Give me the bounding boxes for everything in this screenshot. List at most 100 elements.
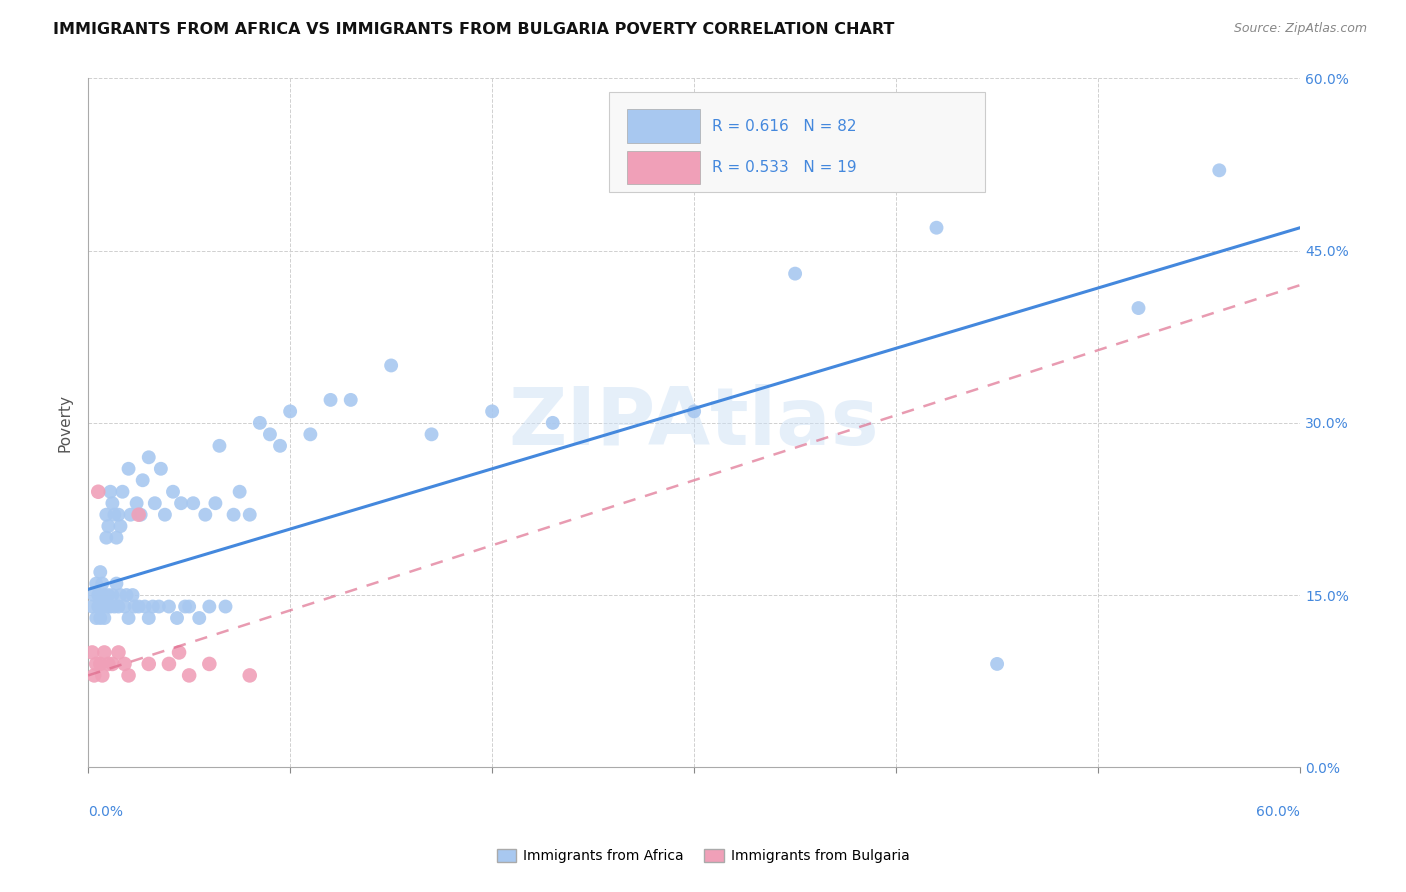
- Point: [249, 416, 271, 430]
- Point: [420, 427, 443, 442]
- Point: [91, 599, 114, 614]
- Point: [101, 496, 124, 510]
- Text: R = 0.533   N = 19: R = 0.533 N = 19: [713, 160, 856, 175]
- Point: [128, 508, 150, 522]
- Point: [925, 220, 948, 235]
- Point: [131, 473, 153, 487]
- Point: [986, 657, 1008, 671]
- Point: [103, 508, 125, 522]
- Point: [117, 668, 139, 682]
- Point: [239, 668, 262, 682]
- Point: [93, 645, 115, 659]
- Point: [97, 588, 120, 602]
- Text: R = 0.616   N = 82: R = 0.616 N = 82: [713, 119, 856, 134]
- Point: [87, 599, 110, 614]
- Point: [269, 439, 291, 453]
- Point: [541, 416, 564, 430]
- Point: [120, 508, 142, 522]
- Point: [97, 519, 120, 533]
- Point: [198, 657, 221, 671]
- Point: [188, 611, 211, 625]
- Point: [107, 645, 129, 659]
- Point: [222, 508, 245, 522]
- Text: ZIPAtlas: ZIPAtlas: [509, 384, 880, 462]
- Point: [82, 599, 104, 614]
- Point: [259, 427, 281, 442]
- Point: [93, 588, 115, 602]
- Point: [128, 599, 150, 614]
- Point: [179, 668, 201, 682]
- Point: [785, 267, 807, 281]
- Point: [166, 611, 188, 625]
- FancyBboxPatch shape: [627, 110, 700, 143]
- Point: [124, 599, 146, 614]
- Point: [683, 404, 706, 418]
- Point: [278, 404, 301, 418]
- Point: [97, 657, 120, 671]
- Point: [89, 565, 111, 579]
- Point: [89, 657, 111, 671]
- Point: [339, 392, 361, 407]
- Point: [114, 599, 136, 614]
- Point: [117, 462, 139, 476]
- Point: [149, 462, 172, 476]
- Point: [170, 496, 193, 510]
- Point: [83, 668, 105, 682]
- Point: [181, 496, 204, 510]
- Point: [87, 588, 110, 602]
- Point: [204, 496, 226, 510]
- Text: IMMIGRANTS FROM AFRICA VS IMMIGRANTS FROM BULGARIA POVERTY CORRELATION CHART: IMMIGRANTS FROM AFRICA VS IMMIGRANTS FRO…: [53, 22, 894, 37]
- Point: [111, 484, 134, 499]
- Point: [83, 588, 105, 602]
- Point: [129, 508, 152, 522]
- Point: [87, 484, 110, 499]
- Point: [142, 599, 165, 614]
- Point: [97, 599, 120, 614]
- Point: [98, 484, 121, 499]
- Point: [194, 508, 217, 522]
- Point: [84, 576, 107, 591]
- Point: [89, 611, 111, 625]
- Point: [101, 588, 124, 602]
- Text: Source: ZipAtlas.com: Source: ZipAtlas.com: [1233, 22, 1367, 36]
- Point: [380, 359, 402, 373]
- Point: [84, 611, 107, 625]
- FancyBboxPatch shape: [609, 92, 986, 192]
- Point: [107, 599, 129, 614]
- Point: [1208, 163, 1230, 178]
- Point: [167, 645, 190, 659]
- Point: [110, 519, 132, 533]
- Point: [143, 496, 166, 510]
- Point: [103, 599, 125, 614]
- Point: [138, 611, 160, 625]
- Point: [101, 657, 124, 671]
- Point: [179, 599, 201, 614]
- Point: [239, 508, 262, 522]
- Point: [117, 611, 139, 625]
- Point: [114, 657, 136, 671]
- Text: 0.0%: 0.0%: [89, 805, 124, 819]
- Point: [481, 404, 503, 418]
- Point: [228, 484, 250, 499]
- Point: [82, 645, 104, 659]
- Point: [98, 599, 121, 614]
- Point: [138, 450, 160, 465]
- Point: [105, 531, 128, 545]
- Point: [84, 657, 107, 671]
- Y-axis label: Poverty: Poverty: [58, 394, 72, 452]
- Point: [134, 599, 156, 614]
- Point: [93, 611, 115, 625]
- Point: [214, 599, 236, 614]
- Point: [162, 484, 184, 499]
- Point: [174, 599, 197, 614]
- Point: [1128, 301, 1150, 315]
- Point: [110, 588, 132, 602]
- Text: 60.0%: 60.0%: [1256, 805, 1301, 819]
- Point: [91, 668, 114, 682]
- Point: [105, 576, 128, 591]
- Point: [198, 599, 221, 614]
- Point: [91, 576, 114, 591]
- Point: [157, 657, 180, 671]
- Point: [96, 508, 118, 522]
- Point: [121, 588, 143, 602]
